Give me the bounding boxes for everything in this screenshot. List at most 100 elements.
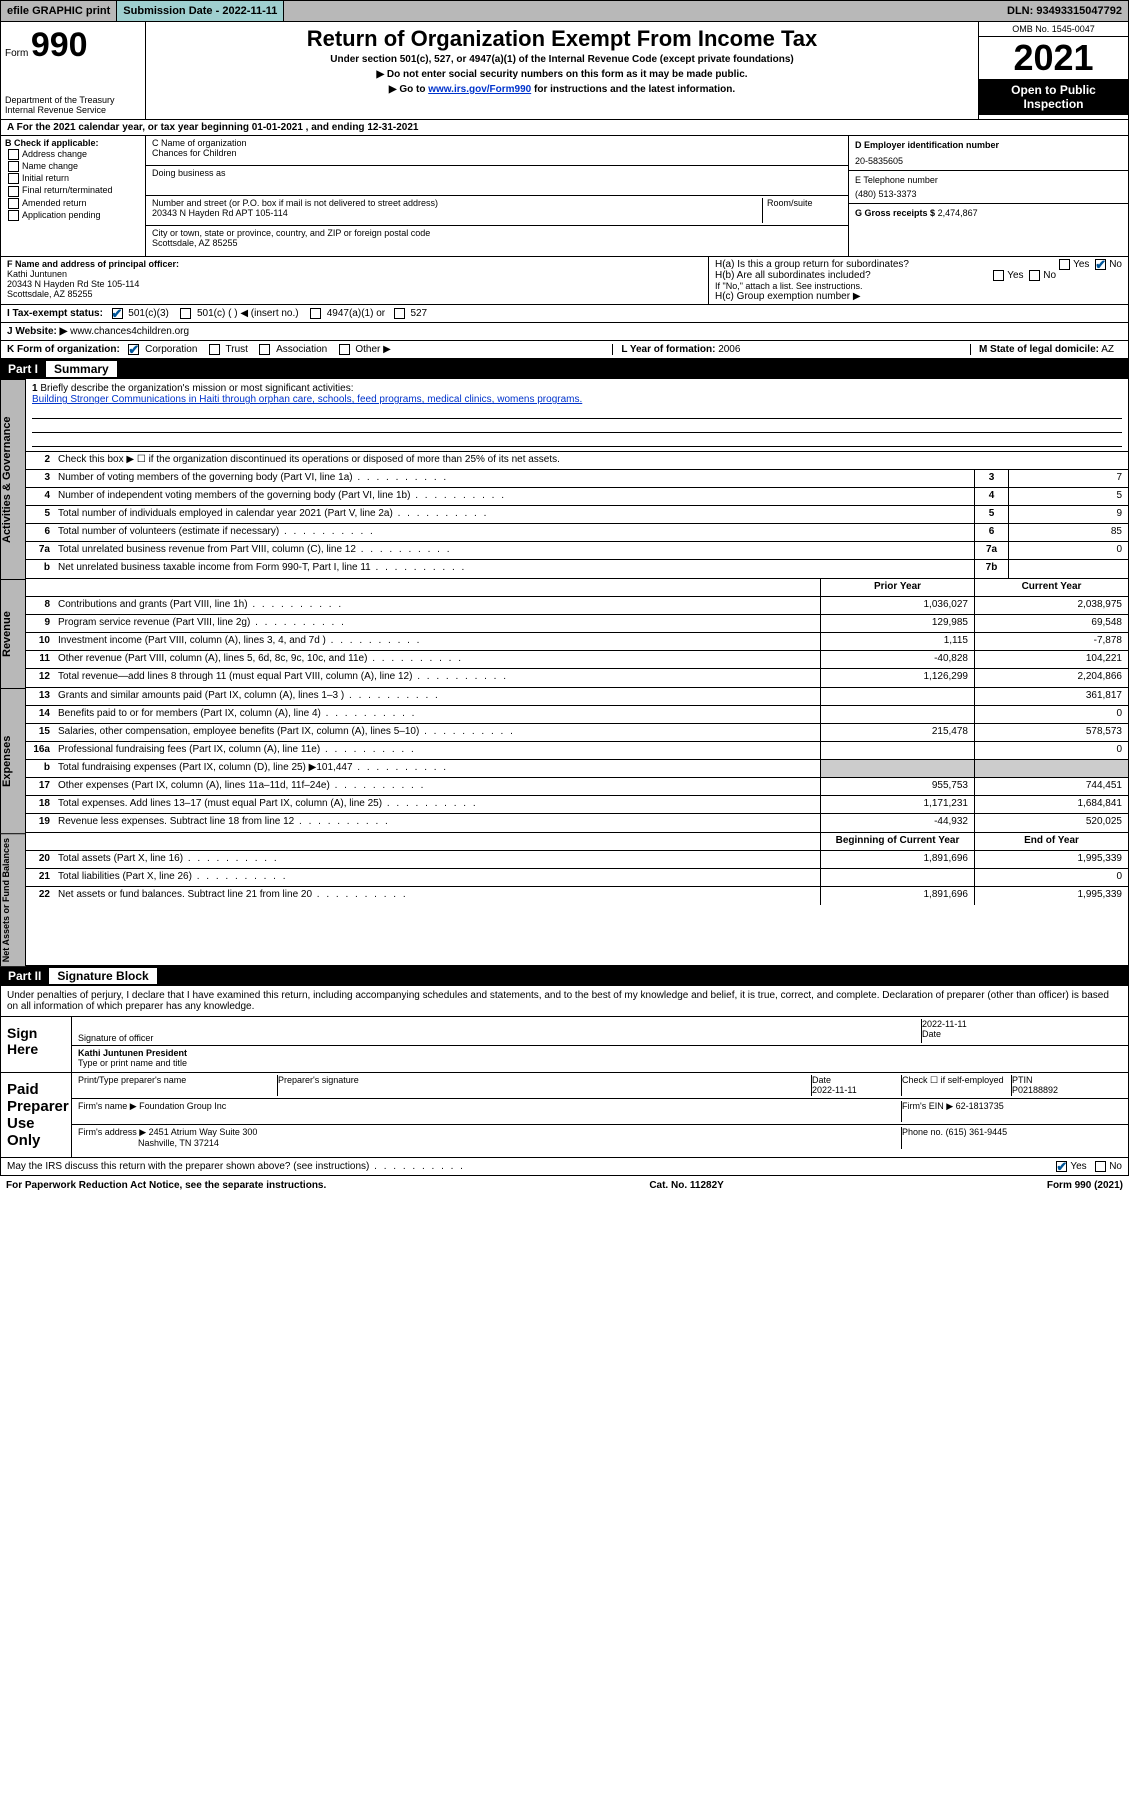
- footer-left: For Paperwork Reduction Act Notice, see …: [6, 1180, 326, 1191]
- gross-label: G Gross receipts $: [855, 208, 935, 218]
- opt-4947: 4947(a)(1) or: [327, 308, 385, 319]
- chk-name-change[interactable]: Name change: [5, 161, 141, 172]
- preparer-date-label: Date: [812, 1075, 831, 1085]
- part1-badge: Part I: [8, 362, 38, 376]
- table-row: 12Total revenue—add lines 8 through 11 (…: [26, 669, 1128, 687]
- principal-officer: F Name and address of principal officer:…: [1, 257, 708, 304]
- revenue-block: Revenue Prior Year Current Year 8Contrib…: [0, 579, 1129, 688]
- mission-text[interactable]: Building Stronger Communications in Hait…: [32, 394, 582, 405]
- sig-date-label: Date: [922, 1029, 941, 1039]
- city-value: Scottsdale, AZ 85255: [152, 238, 842, 248]
- opt-501c: 501(c) ( ) ◀ (insert no.): [197, 308, 299, 319]
- part2-badge: Part II: [8, 969, 41, 983]
- chk-other[interactable]: [339, 344, 350, 355]
- phone-value: (480) 513-3373: [855, 189, 1122, 199]
- irs-discuss-no[interactable]: [1095, 1161, 1106, 1172]
- table-row: 11Other revenue (Part VIII, column (A), …: [26, 651, 1128, 669]
- top-bar: efile GRAPHIC print Submission Date - 20…: [0, 0, 1129, 22]
- hdr-begin-year: Beginning of Current Year: [820, 833, 974, 850]
- dba-label: Doing business as: [152, 168, 842, 178]
- ha-label: H(a) Is this a group return for subordin…: [715, 259, 909, 270]
- table-row: 5Total number of individuals employed in…: [26, 506, 1128, 524]
- firm-ein: 62-1813735: [956, 1101, 1004, 1111]
- firm-phone: (615) 361-9445: [946, 1127, 1008, 1137]
- irs-link[interactable]: www.irs.gov/Form990: [428, 84, 531, 95]
- irs-discuss-yes[interactable]: [1056, 1161, 1067, 1172]
- hb-yes[interactable]: Yes: [1007, 270, 1023, 281]
- efile-print-button[interactable]: efile GRAPHIC print: [1, 1, 117, 21]
- footer-form: Form 990 (2021): [1047, 1180, 1123, 1191]
- ptin-value: P02188892: [1012, 1085, 1058, 1095]
- part2-title: Signature Block: [49, 968, 156, 984]
- domicile-value: AZ: [1101, 344, 1114, 355]
- opt-other: Other ▶: [355, 344, 390, 355]
- chk-501c3[interactable]: [112, 308, 123, 319]
- website-label: J Website: ▶: [7, 326, 67, 337]
- col-d-ein-phone: D Employer identification number 20-5835…: [848, 136, 1128, 256]
- chk-app-pending[interactable]: Application pending: [5, 210, 141, 221]
- paid-preparer-block: Paid Preparer Use Only Print/Type prepar…: [0, 1073, 1129, 1158]
- perjury-declaration: Under penalties of perjury, I declare th…: [0, 986, 1129, 1017]
- chk-501c[interactable]: [180, 308, 191, 319]
- chk-trust[interactable]: [209, 344, 220, 355]
- officer-addr2: Scottsdale, AZ 85255: [7, 289, 93, 299]
- table-row: 20Total assets (Part X, line 16)1,891,69…: [26, 851, 1128, 869]
- chk-assoc[interactable]: [259, 344, 270, 355]
- open-public: Open to Public Inspection: [979, 79, 1128, 115]
- table-row: 8Contributions and grants (Part VIII, li…: [26, 597, 1128, 615]
- city-label: City or town, state or province, country…: [152, 228, 842, 238]
- ha-no[interactable]: No: [1109, 259, 1122, 270]
- table-row: 21Total liabilities (Part X, line 26)0: [26, 869, 1128, 887]
- submission-date-button[interactable]: Submission Date - 2022-11-11: [117, 1, 284, 21]
- hdr-current-year: Current Year: [974, 579, 1128, 596]
- table-row: 4Number of independent voting members of…: [26, 488, 1128, 506]
- chk-initial-return[interactable]: Initial return: [5, 173, 141, 184]
- chk-4947[interactable]: [310, 308, 321, 319]
- hdr-end-year: End of Year: [974, 833, 1128, 850]
- opt-501c3: 501(c)(3): [128, 308, 169, 319]
- hdr-prior-year: Prior Year: [820, 579, 974, 596]
- table-row: 19Revenue less expenses. Subtract line 1…: [26, 814, 1128, 832]
- may-irs-text: May the IRS discuss this return with the…: [7, 1161, 465, 1172]
- tax-year: 2021: [979, 37, 1128, 79]
- col-b-header: B Check if applicable:: [5, 138, 141, 148]
- opt-assoc: Association: [276, 344, 327, 355]
- addr-label: Number and street (or P.O. box if mail i…: [152, 198, 762, 208]
- row-klm: K Form of organization: Corporation Trus…: [0, 341, 1129, 359]
- submission-label: Submission Date: [123, 5, 212, 17]
- year-formation: 2006: [718, 344, 740, 355]
- preparer-sig-label: Preparer's signature: [278, 1075, 812, 1096]
- chk-amended[interactable]: Amended return: [5, 198, 141, 209]
- vtab-net-assets: Net Assets or Fund Balances: [0, 833, 26, 966]
- firm-addr2: Nashville, TN 37214: [138, 1138, 219, 1148]
- dln-label: DLN:: [1007, 5, 1033, 17]
- officer-name: Kathi Juntunen: [7, 269, 67, 279]
- hb-note: If "No," attach a list. See instructions…: [715, 281, 1122, 291]
- section-fh: F Name and address of principal officer:…: [0, 257, 1129, 305]
- org-name-label: C Name of organization: [152, 138, 842, 148]
- chk-address-change[interactable]: Address change: [5, 149, 141, 160]
- chk-527[interactable]: [394, 308, 405, 319]
- chk-final-return[interactable]: Final return/terminated: [5, 185, 141, 196]
- firm-ein-label: Firm's EIN ▶: [902, 1101, 953, 1111]
- firm-name-label: Firm's name ▶: [78, 1101, 137, 1111]
- ein-value: 20-5835605: [855, 156, 1122, 166]
- ha-yes[interactable]: Yes: [1073, 259, 1089, 270]
- sign-here-block: Sign Here Signature of officer 2022-11-1…: [0, 1017, 1129, 1073]
- year-formation-label: L Year of formation:: [621, 344, 715, 355]
- self-employed-check[interactable]: Check ☐ if self-employed: [902, 1075, 1012, 1096]
- vtab-expenses: Expenses: [0, 688, 26, 833]
- row-a-tax-year: A For the 2021 calendar year, or tax yea…: [0, 120, 1129, 136]
- table-row: 3Number of voting members of the governi…: [26, 470, 1128, 488]
- row-i-tax-status: I Tax-exempt status: 501(c)(3) 501(c) ( …: [0, 305, 1129, 323]
- opt-527: 527: [410, 308, 427, 319]
- chk-corp[interactable]: [128, 344, 139, 355]
- table-row: 22Net assets or fund balances. Subtract …: [26, 887, 1128, 905]
- title-box: Return of Organization Exempt From Incom…: [146, 22, 978, 119]
- tax-status-label: I Tax-exempt status:: [7, 308, 103, 319]
- vtab-revenue: Revenue: [0, 579, 26, 688]
- form-label: Form: [5, 48, 28, 59]
- table-row: bNet unrelated business taxable income f…: [26, 560, 1128, 578]
- hb-no[interactable]: No: [1043, 270, 1056, 281]
- goto-line: ▶ Go to www.irs.gov/Form990 for instruct…: [152, 84, 972, 95]
